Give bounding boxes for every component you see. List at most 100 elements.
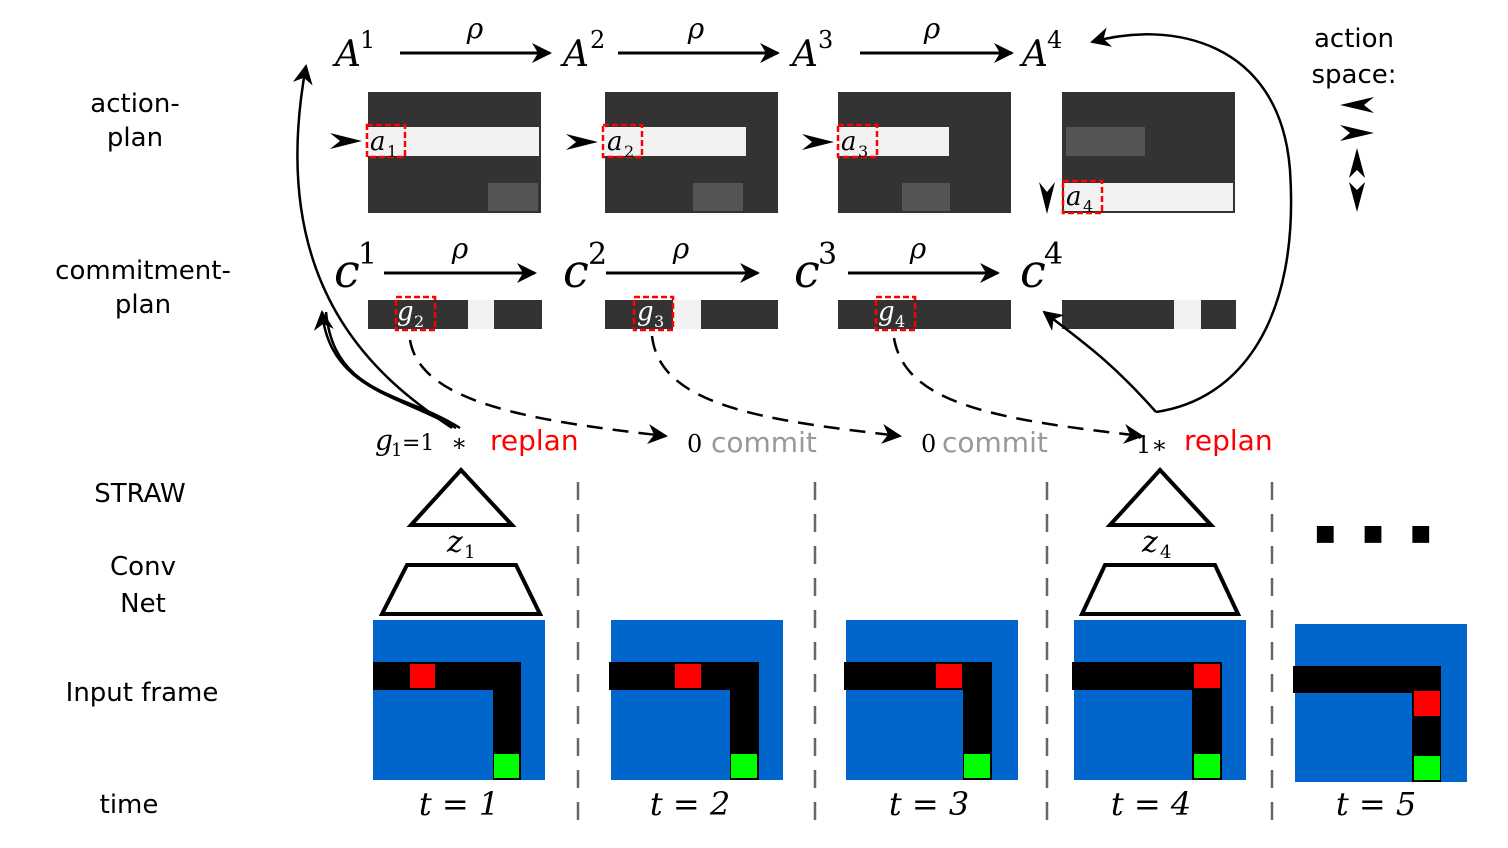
time-separators bbox=[576, 482, 1274, 828]
svg-text:c: c bbox=[334, 244, 360, 298]
row-label-convnet: Conv Net bbox=[110, 552, 176, 619]
action-plan-matrix-3: a 3 bbox=[802, 92, 1011, 213]
marker-box bbox=[632, 295, 675, 332]
marker-box bbox=[601, 123, 644, 159]
commit-dashed-arrows bbox=[408, 335, 1144, 444]
input-frame-t3 bbox=[844, 620, 1018, 780]
svg-text:c: c bbox=[563, 244, 589, 298]
commit-label: commit bbox=[942, 426, 1048, 459]
time-label: t = 3 bbox=[889, 785, 969, 823]
svg-text:3: 3 bbox=[818, 237, 837, 272]
commitment-plan-symbol-1: c 1 bbox=[334, 237, 377, 298]
right-arrow-icon bbox=[802, 134, 834, 150]
svg-text:3: 3 bbox=[818, 26, 833, 54]
left-arrow-icon bbox=[1340, 97, 1374, 113]
svg-text:A: A bbox=[1019, 34, 1048, 75]
ellipsis: ■ ■ ■ bbox=[1315, 521, 1441, 546]
commitment-plan-bar-3: g 4 bbox=[838, 295, 1011, 332]
svg-text:a: a bbox=[607, 127, 623, 157]
action-plan-symbol-3: A 3 bbox=[789, 26, 833, 75]
marker-box bbox=[1061, 179, 1104, 215]
convnet-trapezoid bbox=[1078, 563, 1242, 616]
goal-marker bbox=[1194, 754, 1220, 778]
svg-text:z: z bbox=[1141, 525, 1158, 560]
commitment-plan-bar-2: g 3 bbox=[605, 295, 778, 332]
svg-text:z: z bbox=[446, 525, 463, 560]
svg-text:4: 4 bbox=[1044, 237, 1063, 272]
action-plan-matrix-1: a 1 bbox=[330, 92, 541, 213]
agent-marker bbox=[410, 664, 435, 688]
goal-marker bbox=[494, 754, 519, 778]
row-label-straw: STRAW bbox=[94, 479, 185, 509]
rho-label: ρ bbox=[923, 12, 941, 45]
right-arrow-icon bbox=[1340, 125, 1374, 141]
replan-label: replan bbox=[490, 424, 579, 457]
commitment-plan-bar-4 bbox=[1062, 300, 1236, 329]
time-label: t = 2 bbox=[650, 785, 730, 823]
replan-to-commitment-plan bbox=[1042, 310, 1157, 413]
commitment-plan-bar-1: g 2 bbox=[368, 295, 542, 332]
rho-label: ρ bbox=[687, 12, 705, 45]
svg-text:1∗: 1∗ bbox=[1136, 431, 1168, 459]
svg-text:Net: Net bbox=[120, 589, 166, 619]
replan-label: replan bbox=[1184, 424, 1273, 457]
row-label-action-plan: action- plan bbox=[90, 89, 179, 153]
time-labels: t = 1 t = 2 t = 3 t = 4 t = 5 bbox=[419, 785, 1416, 823]
svg-text:commitment-: commitment- bbox=[55, 256, 231, 286]
decision-t2: 0 commit bbox=[687, 426, 817, 459]
svg-text:a: a bbox=[841, 127, 857, 157]
action-plan-symbol-2: A 2 bbox=[560, 26, 605, 75]
input-frame-t1 bbox=[373, 620, 545, 780]
marker-box bbox=[836, 123, 879, 159]
input-frame-t5 bbox=[1293, 624, 1467, 782]
straw-triangle bbox=[1105, 467, 1216, 527]
svg-text:2: 2 bbox=[588, 237, 607, 272]
svg-text:4: 4 bbox=[1160, 542, 1171, 563]
svg-text:4: 4 bbox=[1083, 197, 1093, 216]
right-arrow-icon bbox=[566, 134, 598, 150]
straw-module-t4: z 4 bbox=[1078, 467, 1242, 616]
marker-box bbox=[365, 123, 407, 159]
time-label: t = 1 bbox=[419, 785, 499, 823]
svg-text:A: A bbox=[332, 34, 361, 75]
svg-text:plan: plan bbox=[115, 290, 171, 320]
commitment-transitions: ρ ρ ρ bbox=[384, 232, 1000, 283]
replan-arrows-t4 bbox=[1042, 27, 1293, 414]
action-plan-symbol-1: A 1 bbox=[332, 26, 375, 75]
svg-text:g: g bbox=[397, 297, 414, 327]
commitment-plan-symbol-3: c 3 bbox=[794, 237, 837, 298]
down-arrow-icon bbox=[1039, 182, 1055, 214]
down-arrow-icon bbox=[1349, 182, 1365, 212]
rho-label: ρ bbox=[672, 232, 690, 265]
commit-label: commit bbox=[711, 426, 817, 459]
svg-text:0: 0 bbox=[921, 430, 936, 458]
svg-text:4: 4 bbox=[1047, 26, 1062, 54]
marker-box bbox=[394, 295, 437, 332]
agent-marker bbox=[936, 664, 962, 688]
replan-arrows-t1 bbox=[292, 64, 461, 430]
time-label: t = 5 bbox=[1336, 785, 1416, 823]
input-frame-t4 bbox=[1072, 620, 1246, 780]
svg-text:1: 1 bbox=[360, 26, 375, 54]
straw-triangle bbox=[406, 467, 517, 527]
agent-marker bbox=[1414, 691, 1440, 716]
dashed-arrow bbox=[892, 337, 1144, 444]
svg-text:g: g bbox=[637, 297, 654, 327]
replan-to-action-plan bbox=[1090, 27, 1293, 414]
rho-label: ρ bbox=[466, 12, 484, 45]
rho-label: ρ bbox=[451, 232, 469, 265]
goal-marker bbox=[731, 754, 757, 778]
commitment-plan-symbol-4: c 4 bbox=[1020, 237, 1063, 298]
up-arrow-icon bbox=[1349, 148, 1365, 178]
replan-to-commitment-plan bbox=[313, 310, 457, 430]
action-plan-symbol-4: A 4 bbox=[1019, 26, 1062, 75]
rho-label: ρ bbox=[909, 232, 927, 265]
action-plan-matrix-2: a 2 bbox=[566, 92, 778, 213]
decision-t4: 1∗ replan bbox=[1136, 424, 1273, 459]
svg-text:g: g bbox=[375, 424, 393, 457]
svg-text:3: 3 bbox=[654, 312, 664, 331]
svg-text:action-: action- bbox=[90, 89, 179, 119]
time-label: t = 4 bbox=[1111, 785, 1191, 823]
